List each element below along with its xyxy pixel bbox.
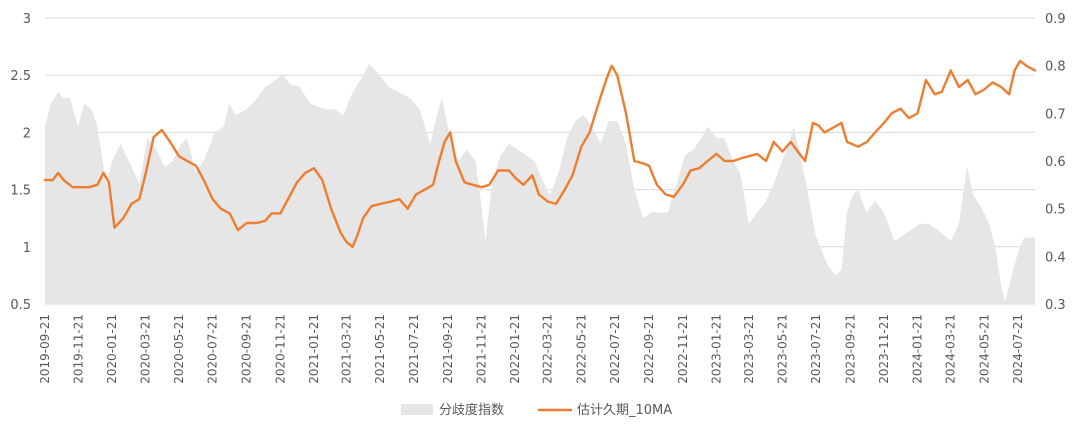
x-tick-label: 2022-07-21 [608,314,622,384]
x-tick-label: 2023-03-21 [742,314,756,384]
x-tick-label: 2024-03-21 [944,314,958,384]
axis-layer: 3 2.5 2 1.5 1 0.5 0.9 0.8 0.7 0.6 0.5 0.4 0.3 2019-09… [10,12,1065,384]
x-tick-label: 2020-01-21 [105,314,119,384]
x-tick-label: 2020-05-21 [172,314,186,384]
x-tick-label: 2023-01-21 [709,314,723,384]
x-tick-label: 2021-05-21 [373,314,387,384]
x-tick-label: 2024-01-21 [911,314,925,384]
legend: 分歧度指数 估计久期_10MA [401,402,672,418]
x-tick-label: 2020-11-21 [273,314,287,384]
x-tick-label: 2024-07-21 [1011,314,1025,384]
x-tick-label: 2022-09-21 [642,314,656,384]
y-right-tick-label: 0.3 [1045,298,1066,313]
x-tick-label: 2021-09-21 [441,314,455,384]
x-tick-label: 2020-07-21 [206,314,220,384]
y-left-tick-label: 1 [23,241,31,256]
y-left-tick-label: 3 [23,12,31,27]
x-tick-label: 2022-01-21 [508,314,522,384]
x-tick-label: 2021-03-21 [340,314,354,384]
legend-label-line: 估计久期_10MA [577,403,672,418]
y-right-tick-label: 0.5 [1045,203,1066,218]
y-left-tick-label: 2 [23,126,31,141]
x-tick-label: 2021-01-21 [307,314,321,384]
x-tick-label: 2023-11-21 [877,314,891,384]
y-right-tick-label: 0.7 [1045,107,1066,122]
x-tick-label: 2019-09-21 [38,314,52,384]
legend-swatch-area [401,404,433,415]
area-layer [45,63,1035,304]
x-tick-label: 2023-09-21 [843,314,857,384]
y-left-tick-label: 1.5 [10,184,31,199]
x-tick-label: 2022-11-21 [676,314,690,384]
area-series-divergence-index [45,63,1035,304]
x-tick-label: 2020-09-21 [240,314,254,384]
y-left-tick-label: 2.5 [10,69,31,84]
line-series-duration-10ma [43,59,1037,248]
y-left-tick-label: 0.5 [10,298,31,313]
x-tick-label: 2023-05-21 [776,314,790,384]
y-right-tick-label: 0.4 [1045,250,1066,265]
y-right-tick-label: 0.8 [1045,60,1066,75]
x-tick-label: 2021-07-21 [407,314,421,384]
y-right-tick-label: 0.9 [1045,12,1066,27]
x-tick-label: 2023-07-21 [809,314,823,384]
x-tick-label: 2024-05-21 [977,314,991,384]
x-tick-label: 2020-03-21 [138,314,152,384]
x-tick-label: 2021-11-21 [475,314,489,384]
x-tick-label: 2022-03-21 [541,314,555,384]
legend-label-area: 分歧度指数 [439,402,504,418]
y-right-tick-label: 0.6 [1045,155,1066,170]
x-tick-label: 2019-11-21 [72,314,86,384]
line-layer [43,59,1037,248]
x-tick-label: 2022-05-21 [574,314,588,384]
